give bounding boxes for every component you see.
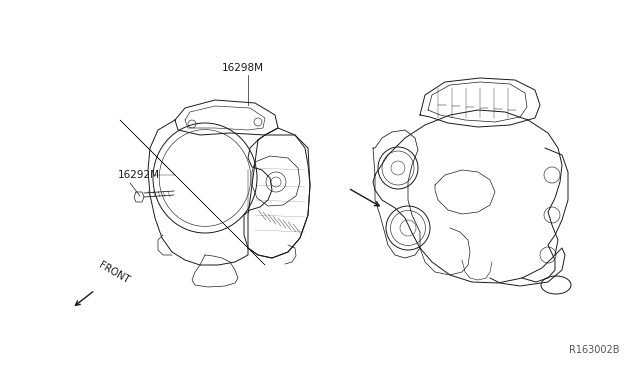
Text: 16298M: 16298M	[222, 63, 264, 73]
Text: R163002B: R163002B	[570, 345, 620, 355]
Text: FRONT: FRONT	[97, 260, 131, 285]
Text: 16292M: 16292M	[118, 170, 160, 180]
